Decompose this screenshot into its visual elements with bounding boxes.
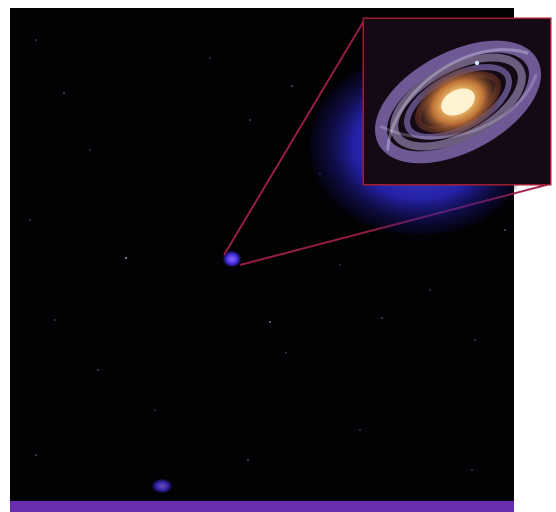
bottom-band (10, 501, 514, 512)
faint-bottom-blob (152, 479, 172, 493)
star-dots (29, 39, 506, 471)
galaxy-inset (362, 17, 552, 186)
source-blob (223, 251, 241, 267)
callout-line-top (223, 18, 366, 256)
